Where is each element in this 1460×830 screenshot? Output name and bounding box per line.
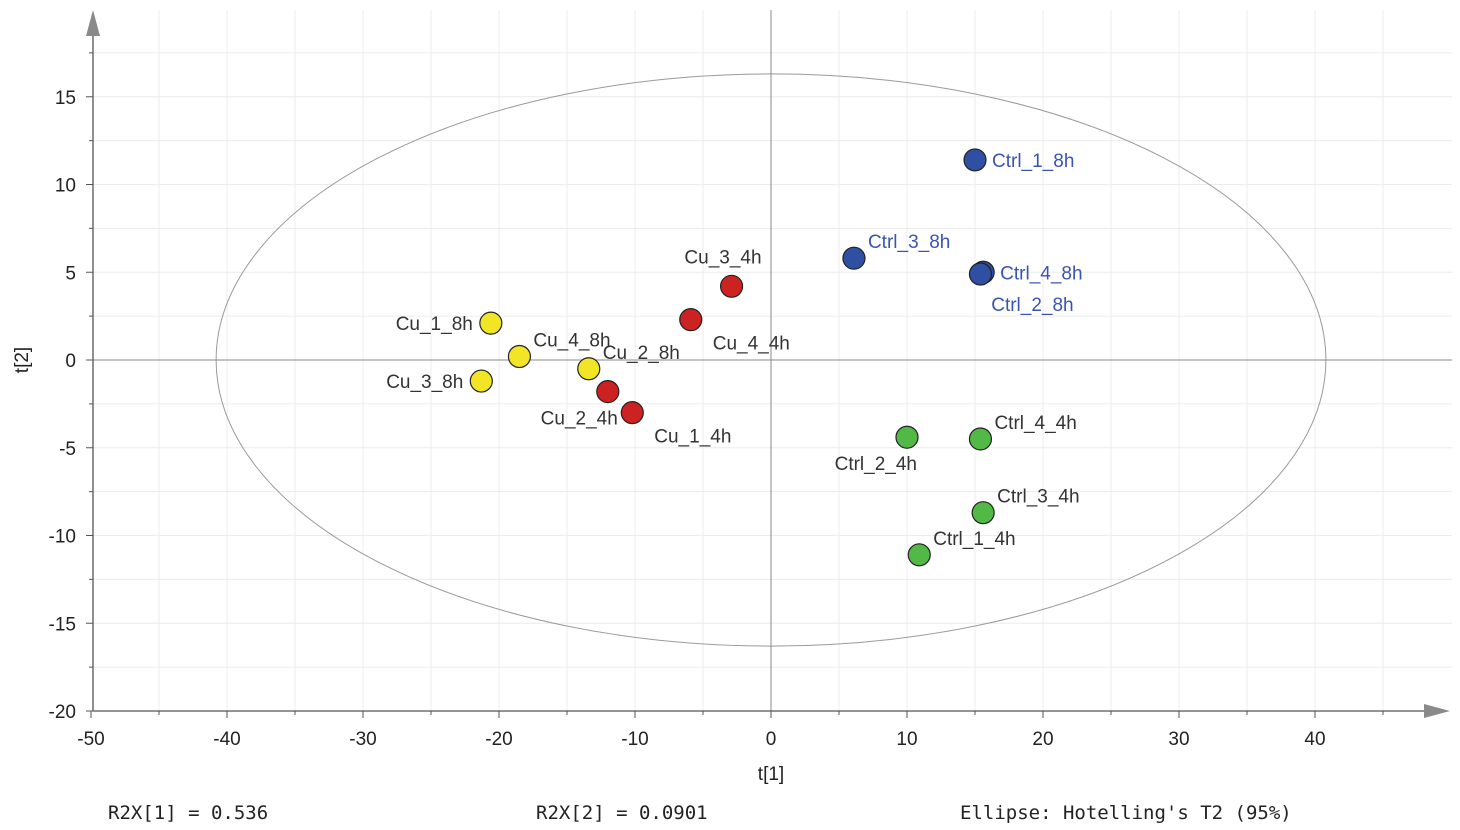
data-point (596, 379, 620, 404)
data-point (963, 148, 987, 172)
point-label: Ctrl_3_4h (997, 487, 1079, 508)
point-label: Cu_4_4h (713, 334, 790, 355)
x-tick-label: 20 (1032, 729, 1053, 750)
x-tick-label: 10 (896, 729, 917, 750)
data-point (968, 262, 993, 286)
point-label: Cu_4_8h (533, 330, 610, 351)
ellipse-note: Ellipse: Hotelling's T2 (95%) (960, 802, 1292, 824)
x-tick-label: -30 (349, 729, 376, 750)
y-axis-title: t[2] (12, 347, 33, 373)
point-label: Ctrl_2_8h (991, 295, 1073, 316)
axes (86, 10, 1452, 718)
y-tick-label: -5 (59, 439, 76, 460)
point-label: Ctrl_1_4h (933, 529, 1015, 550)
data-point (895, 425, 919, 449)
data-point (842, 246, 866, 270)
x-tick-label: 0 (766, 729, 777, 750)
data-points (469, 148, 995, 567)
point-label: Cu_1_4h (654, 427, 731, 448)
data-point (507, 344, 532, 369)
data-point (479, 311, 503, 335)
y-tick-label: 10 (55, 176, 76, 197)
data-point (469, 369, 493, 393)
point-label: Ctrl_2_4h (835, 454, 917, 475)
point-label: Cu_2_4h (541, 409, 618, 430)
data-point (968, 427, 993, 451)
x-axis-arrow (1424, 704, 1450, 718)
data-point (907, 543, 931, 567)
x-tick-label: -10 (621, 729, 648, 750)
y-tick-label: 15 (55, 88, 76, 109)
y-tick-label: 5 (65, 263, 76, 284)
y-tick-label: 0 (65, 351, 76, 372)
data-point (620, 401, 644, 425)
point-label: Cu_3_4h (684, 247, 761, 268)
point-label: Cu_3_8h (386, 372, 463, 393)
point-label: Ctrl_4_4h (994, 413, 1076, 434)
x-tick-label: -50 (77, 729, 104, 750)
y-axis-arrow (86, 10, 100, 36)
data-point (719, 274, 744, 298)
point-label: Ctrl_1_8h (992, 151, 1074, 172)
point-label: Ctrl_3_8h (868, 232, 950, 253)
tick-labels: -50 -40 -30 -20 -10 0 10 20 30 40-20-15-10-505101… (49, 88, 1326, 750)
point-labels: Ctrl_1_8h Ctrl_3_8h Ctrl_4_8h Ctrl_2_8h Cu_3… (386, 151, 1082, 550)
x-tick-label: -20 (485, 729, 512, 750)
x-axis-title: t[1] (758, 764, 784, 785)
x-tick-label: 30 (1168, 729, 1189, 750)
data-point (679, 308, 703, 332)
y-tick-label: -20 (49, 702, 76, 723)
data-point (577, 357, 601, 381)
x-tick-label: 40 (1304, 729, 1325, 750)
r2x1-label: R2X[1] = 0.536 (108, 802, 269, 824)
r2x2-label: R2X[2] = 0.0901 (536, 802, 708, 824)
y-tick-label: -10 (49, 527, 76, 548)
point-label: Cu_2_8h (603, 343, 680, 364)
point-label: Ctrl_4_8h (1000, 263, 1082, 284)
data-point (971, 501, 995, 525)
y-tick-label: -15 (49, 614, 76, 635)
x-tick-label: -40 (213, 729, 240, 750)
point-label: Cu_1_8h (396, 314, 473, 335)
